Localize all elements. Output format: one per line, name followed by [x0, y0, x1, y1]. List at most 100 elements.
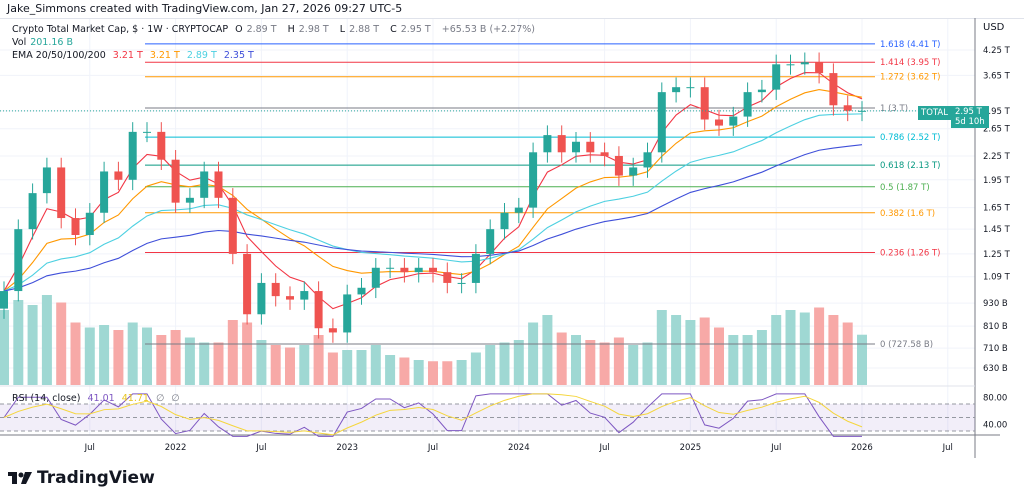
candle-body	[815, 62, 824, 74]
candle-body	[729, 116, 738, 126]
candle-body	[85, 212, 94, 236]
volume-bar	[385, 355, 396, 385]
volume-bar	[270, 345, 281, 385]
volume-bar	[499, 342, 510, 385]
candle-body	[185, 197, 194, 203]
candle-body	[286, 296, 294, 300]
currency-label[interactable]: USD	[983, 22, 1005, 33]
price-tick-label: 1.65 T	[983, 204, 1011, 214]
low-label: L	[339, 24, 346, 35]
volume-bar	[756, 330, 767, 385]
price-tick-label: 1.45 T	[983, 225, 1011, 235]
volume-bar	[242, 322, 253, 385]
volume-bar	[413, 360, 424, 385]
fib-level-label: 0.236 (1.26 T)	[880, 249, 941, 259]
tradingview-logo[interactable]: TradingView	[8, 468, 155, 488]
volume-bar	[213, 342, 224, 385]
fib-level-label: 0 (727.58 B)	[880, 340, 933, 350]
volume-bar	[127, 322, 138, 385]
price-tick-label: 3.65 T	[983, 71, 1011, 81]
volume-label[interactable]: Vol	[12, 37, 27, 48]
rsi-value: 41.01	[87, 393, 115, 404]
candle-body	[757, 89, 766, 93]
time-tick-label: Jul	[770, 443, 781, 453]
candle-body	[228, 197, 237, 254]
price-tick-label: 710 B	[983, 344, 1008, 354]
candle-body	[557, 135, 566, 153]
high-label: H	[287, 24, 295, 35]
ema200-line	[3, 144, 863, 292]
volume-bar	[184, 337, 195, 385]
volume-bar	[628, 345, 639, 385]
volume-bar	[470, 352, 481, 385]
candle-body	[686, 87, 695, 89]
time-tick-label: 2026	[851, 443, 873, 453]
candle-body	[657, 92, 666, 153]
price-tick-label: 810 B	[983, 322, 1008, 332]
volume-bar	[542, 315, 553, 385]
candle-body	[800, 62, 809, 65]
candle-body	[743, 92, 752, 117]
candle-body	[772, 64, 781, 90]
candle-body	[786, 64, 795, 66]
rsi-label[interactable]: RSI (14, close)	[12, 393, 81, 404]
candle-body	[314, 291, 323, 329]
volume-bar	[199, 342, 210, 385]
volume-bar	[0, 310, 9, 385]
open-label: O	[235, 24, 243, 35]
candle-body	[471, 253, 480, 283]
ema-label[interactable]: EMA 20/50/100/200	[12, 50, 106, 61]
high-value: 2.98 T	[298, 24, 329, 35]
candle-body	[328, 328, 337, 333]
candle-body	[443, 272, 452, 283]
time-tick-label: 2023	[336, 443, 358, 453]
volume-bar	[556, 332, 567, 385]
volume-bar	[313, 335, 324, 385]
candle-body	[543, 135, 552, 153]
candle-body	[0, 291, 8, 309]
volume-bar	[714, 327, 724, 385]
time-tick-label: Jul	[598, 443, 609, 453]
rsi-line	[3, 393, 862, 437]
volume-bar	[41, 295, 52, 385]
price-tick-label: 930 B	[983, 299, 1008, 309]
candle-body	[71, 218, 80, 236]
candle-body	[300, 291, 309, 300]
ema200-value: 2.35 T	[223, 50, 254, 61]
candle-body	[643, 152, 652, 168]
time-tick-label: Jul	[427, 443, 438, 453]
volume-bar	[599, 342, 610, 385]
symbol-title[interactable]: Crypto Total Market Cap, $ · 1W · CRYPTO…	[12, 24, 229, 35]
rsi-ma-value: 41.71	[121, 393, 149, 404]
volume-bar	[442, 361, 453, 385]
volume-bar	[56, 302, 67, 385]
ema100-value: 2.89 T	[186, 50, 217, 61]
low-value: 2.88 T	[349, 24, 380, 35]
candle-body	[42, 167, 51, 194]
bar-countdown: 5d 10h	[954, 117, 985, 127]
fib-level-label: 0.618 (2.13 T)	[880, 161, 941, 171]
volume-bar	[356, 350, 367, 385]
volume-bar	[742, 335, 753, 385]
ema20-value: 3.21 T	[112, 50, 143, 61]
change-value: +65.53 B (+2.27%)	[441, 24, 535, 35]
candle-body	[171, 159, 180, 203]
fib-level-label: 0.382 (1.6 T)	[880, 209, 935, 219]
top-border	[0, 18, 1024, 19]
volume-bar	[299, 345, 310, 385]
rsi-legend: RSI (14, close) 41.01 41.71 ∅ ∅	[12, 393, 184, 404]
volume-bar	[685, 320, 696, 385]
volume-bar	[285, 347, 295, 385]
price-tick-label: 2.65 T	[983, 125, 1011, 135]
fib-level-label: 0.786 (2.52 T)	[880, 133, 941, 143]
candle-body	[57, 167, 66, 219]
price-tick-label: 630 B	[983, 364, 1008, 374]
volume-bar	[799, 312, 810, 385]
price-tag-symbol: TOTAL	[918, 106, 951, 120]
candle-body	[429, 267, 437, 273]
candle-body	[343, 294, 352, 333]
volume-bar	[828, 315, 839, 385]
volume-value: 201.16 B	[30, 37, 73, 48]
candle-body	[114, 171, 123, 180]
